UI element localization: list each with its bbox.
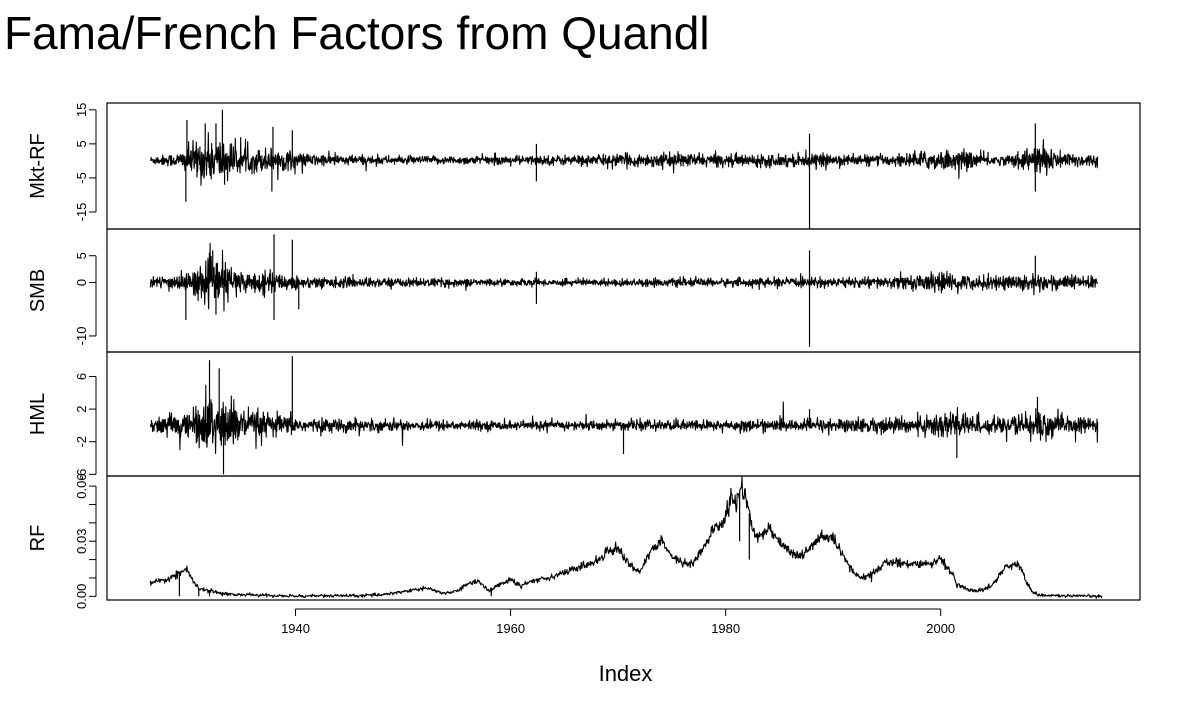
x-axis-label: Index xyxy=(599,661,653,686)
chart-title: Fama/French Factors from Quandl xyxy=(4,7,710,59)
panel-frame-smb xyxy=(106,228,1141,353)
y-tick-label-smb-1: 0 xyxy=(74,279,89,286)
y-tick-label-hml-0: -6 xyxy=(74,469,89,481)
series-line-hml xyxy=(149,384,1099,455)
panel-label-rf: RF xyxy=(27,525,49,552)
panel-frame-rf xyxy=(106,475,1141,601)
series-line-rf xyxy=(149,476,1103,599)
y-tick-label-rf-3: 0.03 xyxy=(74,529,89,554)
y-tick-label-smb-2: 5 xyxy=(74,252,89,259)
y-tick-label-rf-0: 0.00 xyxy=(74,584,89,609)
panel-label-hml: HML xyxy=(27,393,49,435)
series-line-smb xyxy=(149,242,1099,312)
x-tick-label-0: 1940 xyxy=(281,621,310,636)
y-tick-label-hml-1: -2 xyxy=(74,436,89,448)
panel-frame-hml xyxy=(106,351,1141,477)
y-tick-label-mkt-rf-1: -5 xyxy=(74,172,89,184)
x-tick-label-3: 2000 xyxy=(926,621,955,636)
series-line-mkt-rf xyxy=(149,132,1099,186)
y-tick-label-smb-0: -10 xyxy=(74,327,89,346)
y-tick-label-mkt-rf-2: 5 xyxy=(74,140,89,147)
y-tick-label-mkt-rf-0: -15 xyxy=(74,203,89,222)
x-tick-label-2: 1980 xyxy=(711,621,740,636)
y-tick-label-rf-6: 0.06 xyxy=(74,473,89,498)
y-tick-label-hml-2: 2 xyxy=(74,405,89,412)
panel-label-mkt-rf: Mkt-RF xyxy=(27,133,49,199)
panel-label-smb: SMB xyxy=(27,269,49,312)
y-tick-label-hml-3: 6 xyxy=(74,373,89,380)
x-tick-label-1: 1960 xyxy=(496,621,525,636)
y-tick-label-mkt-rf-3: 15 xyxy=(74,103,89,117)
